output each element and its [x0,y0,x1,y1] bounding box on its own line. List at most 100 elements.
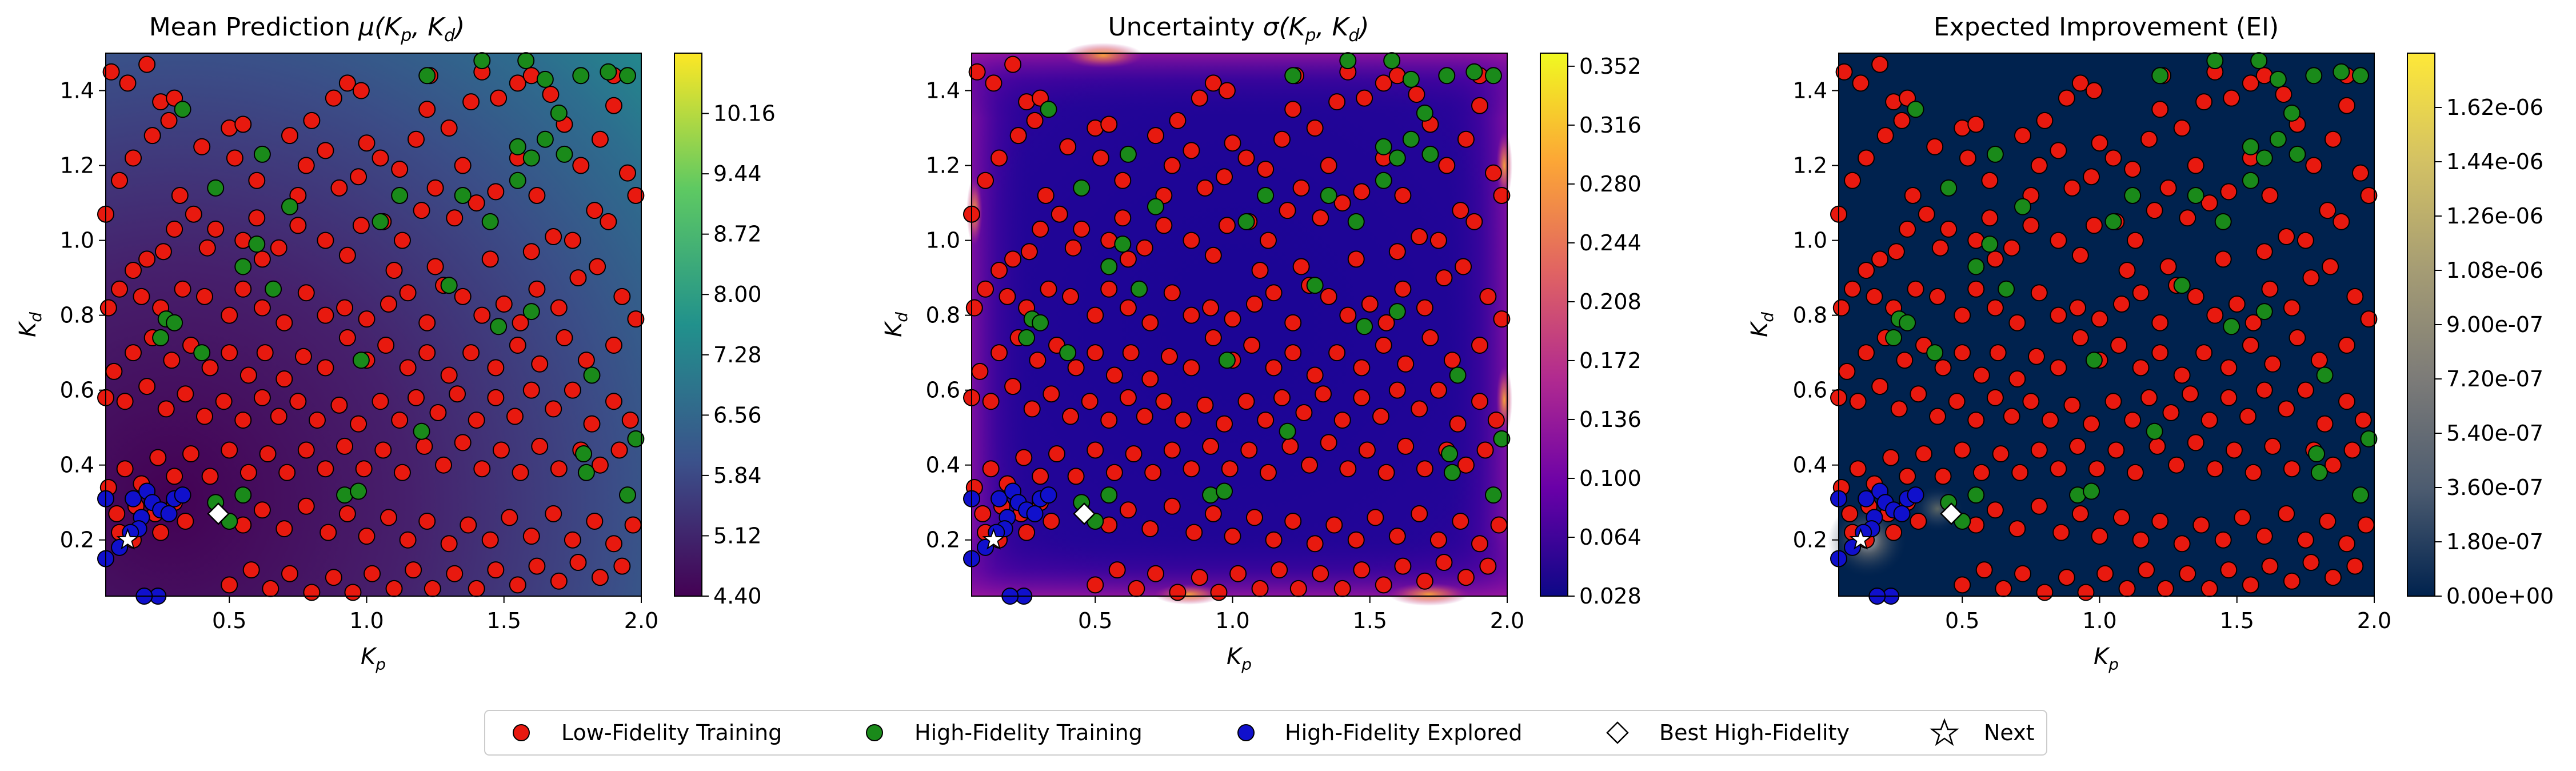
low-fidelity-point [1981,171,1999,189]
low-fidelity-point [325,569,342,586]
legend: Low-Fidelity Training High-Fidelity Trai… [484,710,2047,756]
low-fidelity-point [2050,306,2067,324]
low-fidelity-point [1353,561,1371,579]
low-fidelity-point [2151,512,2169,530]
low-fidelity-point [1931,239,1949,257]
low-fidelity-point [446,565,464,582]
high-fidelity-point [1339,52,1357,70]
low-fidelity-point [1141,520,1159,538]
low-fidelity-point [613,287,631,305]
low-fidelity-point [138,55,156,73]
low-fidelity-point [2104,149,2122,167]
low-fidelity-point [1844,280,1862,298]
low-fidelity-point [1377,314,1395,331]
low-fidelity-point [621,412,639,429]
high-fidelity-point [1018,329,1036,346]
low-fidelity-point [1224,528,1241,545]
low-fidelity-point [319,524,337,541]
low-fidelity-point [1438,157,1456,174]
low-fidelity-point [338,505,356,522]
low-fidelity-point [2346,287,2364,305]
high-fidelity-point [2146,422,2163,440]
low-fidelity-point [1333,194,1351,212]
high-fidelity-point [1449,366,1467,384]
explored-point [1858,490,1875,508]
low-fidelity-point [125,344,142,362]
x-tick-label: 0.5 [1945,608,1979,633]
x-tick-label: 0.5 [1078,608,1112,633]
low-fidelity-point [572,157,590,174]
y-tick-label: 1.2 [60,153,94,178]
high-fidelity-point [1073,179,1091,197]
low-fidelity-point [418,314,436,331]
panel-uncertainty: Uncertainty σ(Kp, Kd) 0.5 1.0 1.5 2.0 0.20.… [881,13,1642,674]
low-fidelity-point [372,393,389,410]
low-fidelity-point [253,501,271,519]
low-fidelity-point [1435,269,1453,287]
colorbar-tick-label: 10.16 [713,101,776,126]
low-fidelity-point [2159,179,2177,197]
colorbar-mean [674,53,702,597]
low-fidelity-point [1204,246,1222,264]
y-tick-label: 1.2 [926,153,960,178]
low-fidelity-point [160,111,178,129]
low-fidelity-point [336,437,354,455]
low-fidelity-point [509,576,526,594]
low-fidelity-point [618,164,636,182]
low-fidelity-point [509,337,526,354]
low-fidelity-point [1100,115,1118,133]
low-fidelity-point [1100,412,1118,429]
low-fidelity-point [2283,299,2301,317]
low-fidelity-point [1141,370,1159,388]
high-fidelity-point [2255,303,2273,321]
low-fidelity-point [528,280,546,298]
low-fidelity-point [2220,561,2238,579]
low-fidelity-point [1202,299,1220,317]
explored-point [160,505,178,522]
low-fidelity-point [627,310,645,328]
low-fidelity-point [2077,584,2095,601]
low-fidelity-point [2132,359,2150,377]
y-tick-label: 0.8 [60,303,94,328]
low-fidelity-point [1388,528,1406,545]
high-fidelity-point [522,303,540,321]
colorbar-tick-label: 9.00e-07 [2446,312,2543,337]
low-fidelity-point [325,89,342,107]
low-fidelity-point [2112,509,2130,526]
low-fidelity-point [221,306,238,324]
low-fidelity-point [242,561,260,579]
high-fidelity-point [1306,277,1324,294]
x-tick-label: 2.0 [624,608,658,633]
low-fidelity-point [2091,310,2108,328]
low-fidelity-point [2151,101,2169,118]
low-fidelity-point [1452,512,1469,530]
low-fidelity-point [2255,528,2273,545]
low-fidelity-point [1202,437,1220,455]
low-fidelity-point [2085,217,2103,234]
low-fidelity-point [1471,337,1488,354]
low-fidelity-point [275,520,293,538]
low-fidelity-point [1361,295,1379,313]
low-fidelity-point [2104,393,2122,410]
low-fidelity-point [2324,456,2342,474]
low-fidelity-point [545,400,562,418]
low-fidelity-point [1306,119,1324,137]
low-fidelity-point [174,280,191,298]
high-fidelity-point [2014,198,2031,215]
low-fidelity-point [317,359,334,377]
y-tick-label: 0.2 [1793,528,1827,553]
low-fidelity-point [2333,213,2350,230]
high-fidelity-point [1320,186,1337,204]
low-fidelity-point [2011,464,2029,481]
low-fidelity-point [2297,531,2314,549]
colorbar-tick-label: 8.00 [713,282,762,307]
high-fidelity-point [2351,67,2369,85]
low-fidelity-point [1169,111,1187,129]
low-fidelity-point [1954,344,1971,362]
y-axis-label: Kd [15,312,45,337]
low-fidelity-point [166,468,183,485]
low-fidelity-point [1059,138,1077,155]
low-fidelity-point [275,370,293,388]
colorbar-uncertainty [1540,53,1568,597]
